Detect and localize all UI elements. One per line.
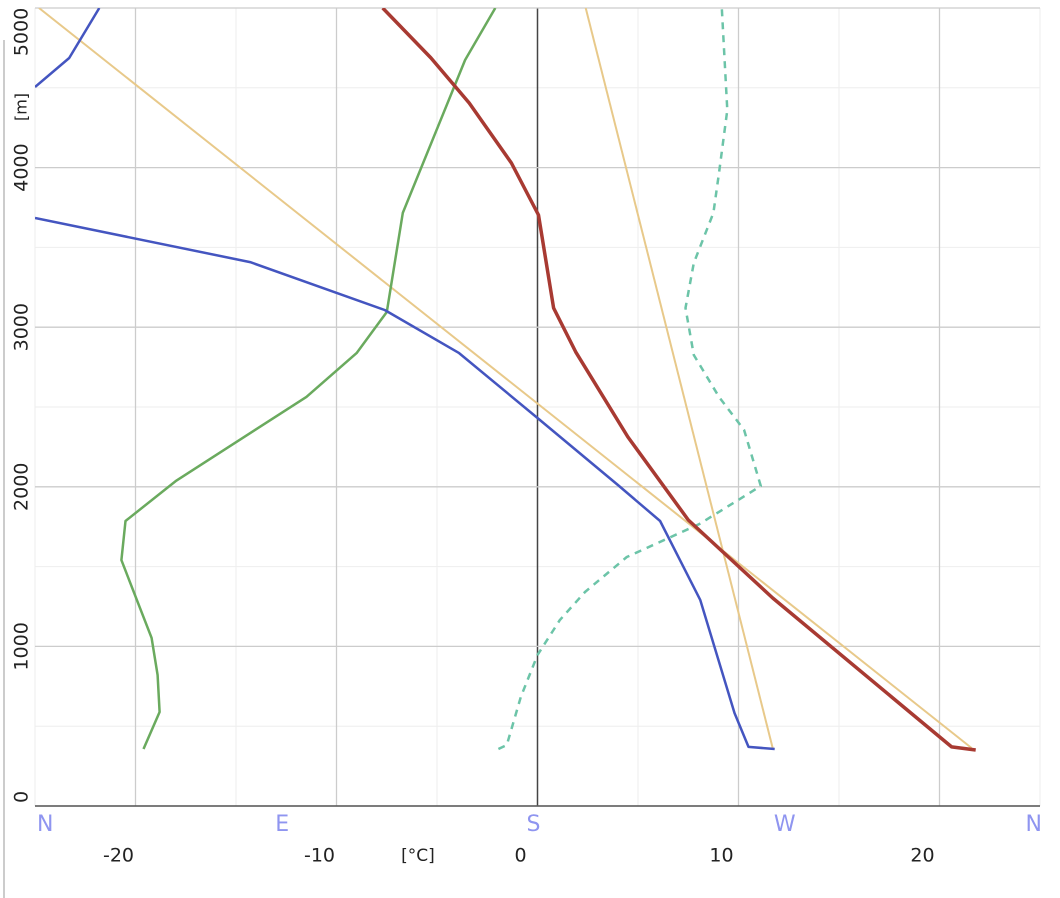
series-line xyxy=(35,8,775,751)
y-tick-label: 3000 xyxy=(11,303,33,351)
x-tick-label: 20 xyxy=(910,845,934,867)
x-tick-label: 0 xyxy=(514,845,526,867)
series-line xyxy=(497,8,763,751)
y-tick-label: 2000 xyxy=(11,463,33,511)
compass-label: S xyxy=(527,812,541,837)
y-tick-label: 5000 xyxy=(11,8,33,56)
compass-label: W xyxy=(774,812,796,837)
series-line xyxy=(38,8,973,749)
x-tick-label: -20 xyxy=(103,845,134,867)
compass-label: E xyxy=(275,812,289,837)
x-axis-label: [°C] xyxy=(401,846,435,866)
y-tick-label: 1000 xyxy=(11,622,33,670)
x-tick-label: 10 xyxy=(709,845,733,867)
grid xyxy=(34,7,1041,807)
x-tick-label: -10 xyxy=(304,845,335,867)
plot-area xyxy=(35,8,976,752)
series-line xyxy=(120,8,497,750)
compass-label: N xyxy=(1026,812,1042,837)
y-axis-label: [m] xyxy=(12,93,31,121)
y-tick-label: 4000 xyxy=(11,143,33,191)
y-tick-label: 0 xyxy=(11,791,33,803)
series-line xyxy=(381,8,976,752)
compass-label: N xyxy=(37,812,53,837)
series-line xyxy=(584,8,774,749)
